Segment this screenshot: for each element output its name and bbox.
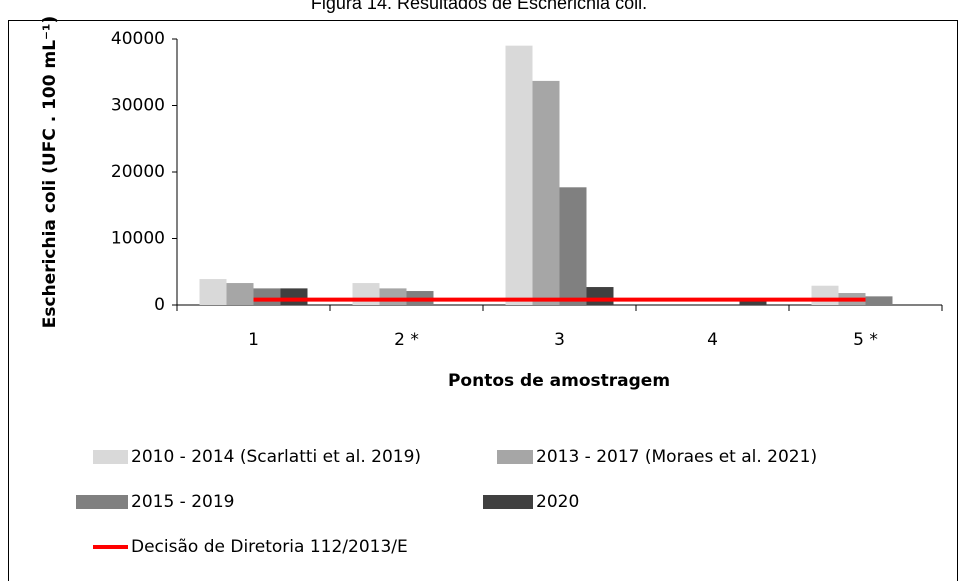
legend-swatch [483, 495, 533, 509]
bar [811, 285, 839, 305]
bar [559, 187, 587, 305]
y-tick-label: 40000 [111, 29, 165, 49]
bar [352, 283, 380, 305]
legend-label: 2020 [536, 492, 579, 512]
x-tick-label: 3 [554, 330, 565, 350]
bar [865, 296, 893, 305]
x-axis-label: Pontos de amostragem [448, 371, 670, 391]
legend-swatch [93, 450, 128, 464]
legend-swatch [76, 495, 128, 509]
bar [586, 287, 614, 305]
bar [226, 283, 254, 305]
legend-label: Decisão de Diretoria 112/2013/E [131, 537, 408, 557]
bar [739, 299, 767, 305]
bar [199, 279, 227, 305]
legend-label: 2013 - 2017 (Moraes et al. 2021) [536, 447, 817, 467]
y-tick-label: 20000 [111, 162, 165, 182]
legend-swatch [497, 450, 533, 464]
x-tick-label: 5 * [853, 330, 878, 350]
bar [532, 80, 560, 306]
y-tick-label: 0 [154, 295, 165, 315]
legend-label: 2015 - 2019 [131, 492, 234, 512]
chart-title: Figura 14. Resultados de Escherichia col… [311, 0, 647, 13]
y-tick-label: 30000 [111, 96, 165, 116]
bar [280, 288, 308, 305]
y-tick-label: 10000 [111, 229, 165, 249]
x-tick-label: 4 [707, 330, 718, 350]
legend-label: 2010 - 2014 (Scarlatti et al. 2019) [131, 447, 421, 467]
y-axis-label: Escherichia coli (UFC . 100 mL⁻¹) [40, 16, 60, 328]
bar [505, 45, 533, 306]
bar [379, 288, 407, 305]
x-tick-label: 1 [248, 330, 259, 350]
bar [253, 288, 281, 305]
x-tick-label: 2 * [394, 330, 419, 350]
